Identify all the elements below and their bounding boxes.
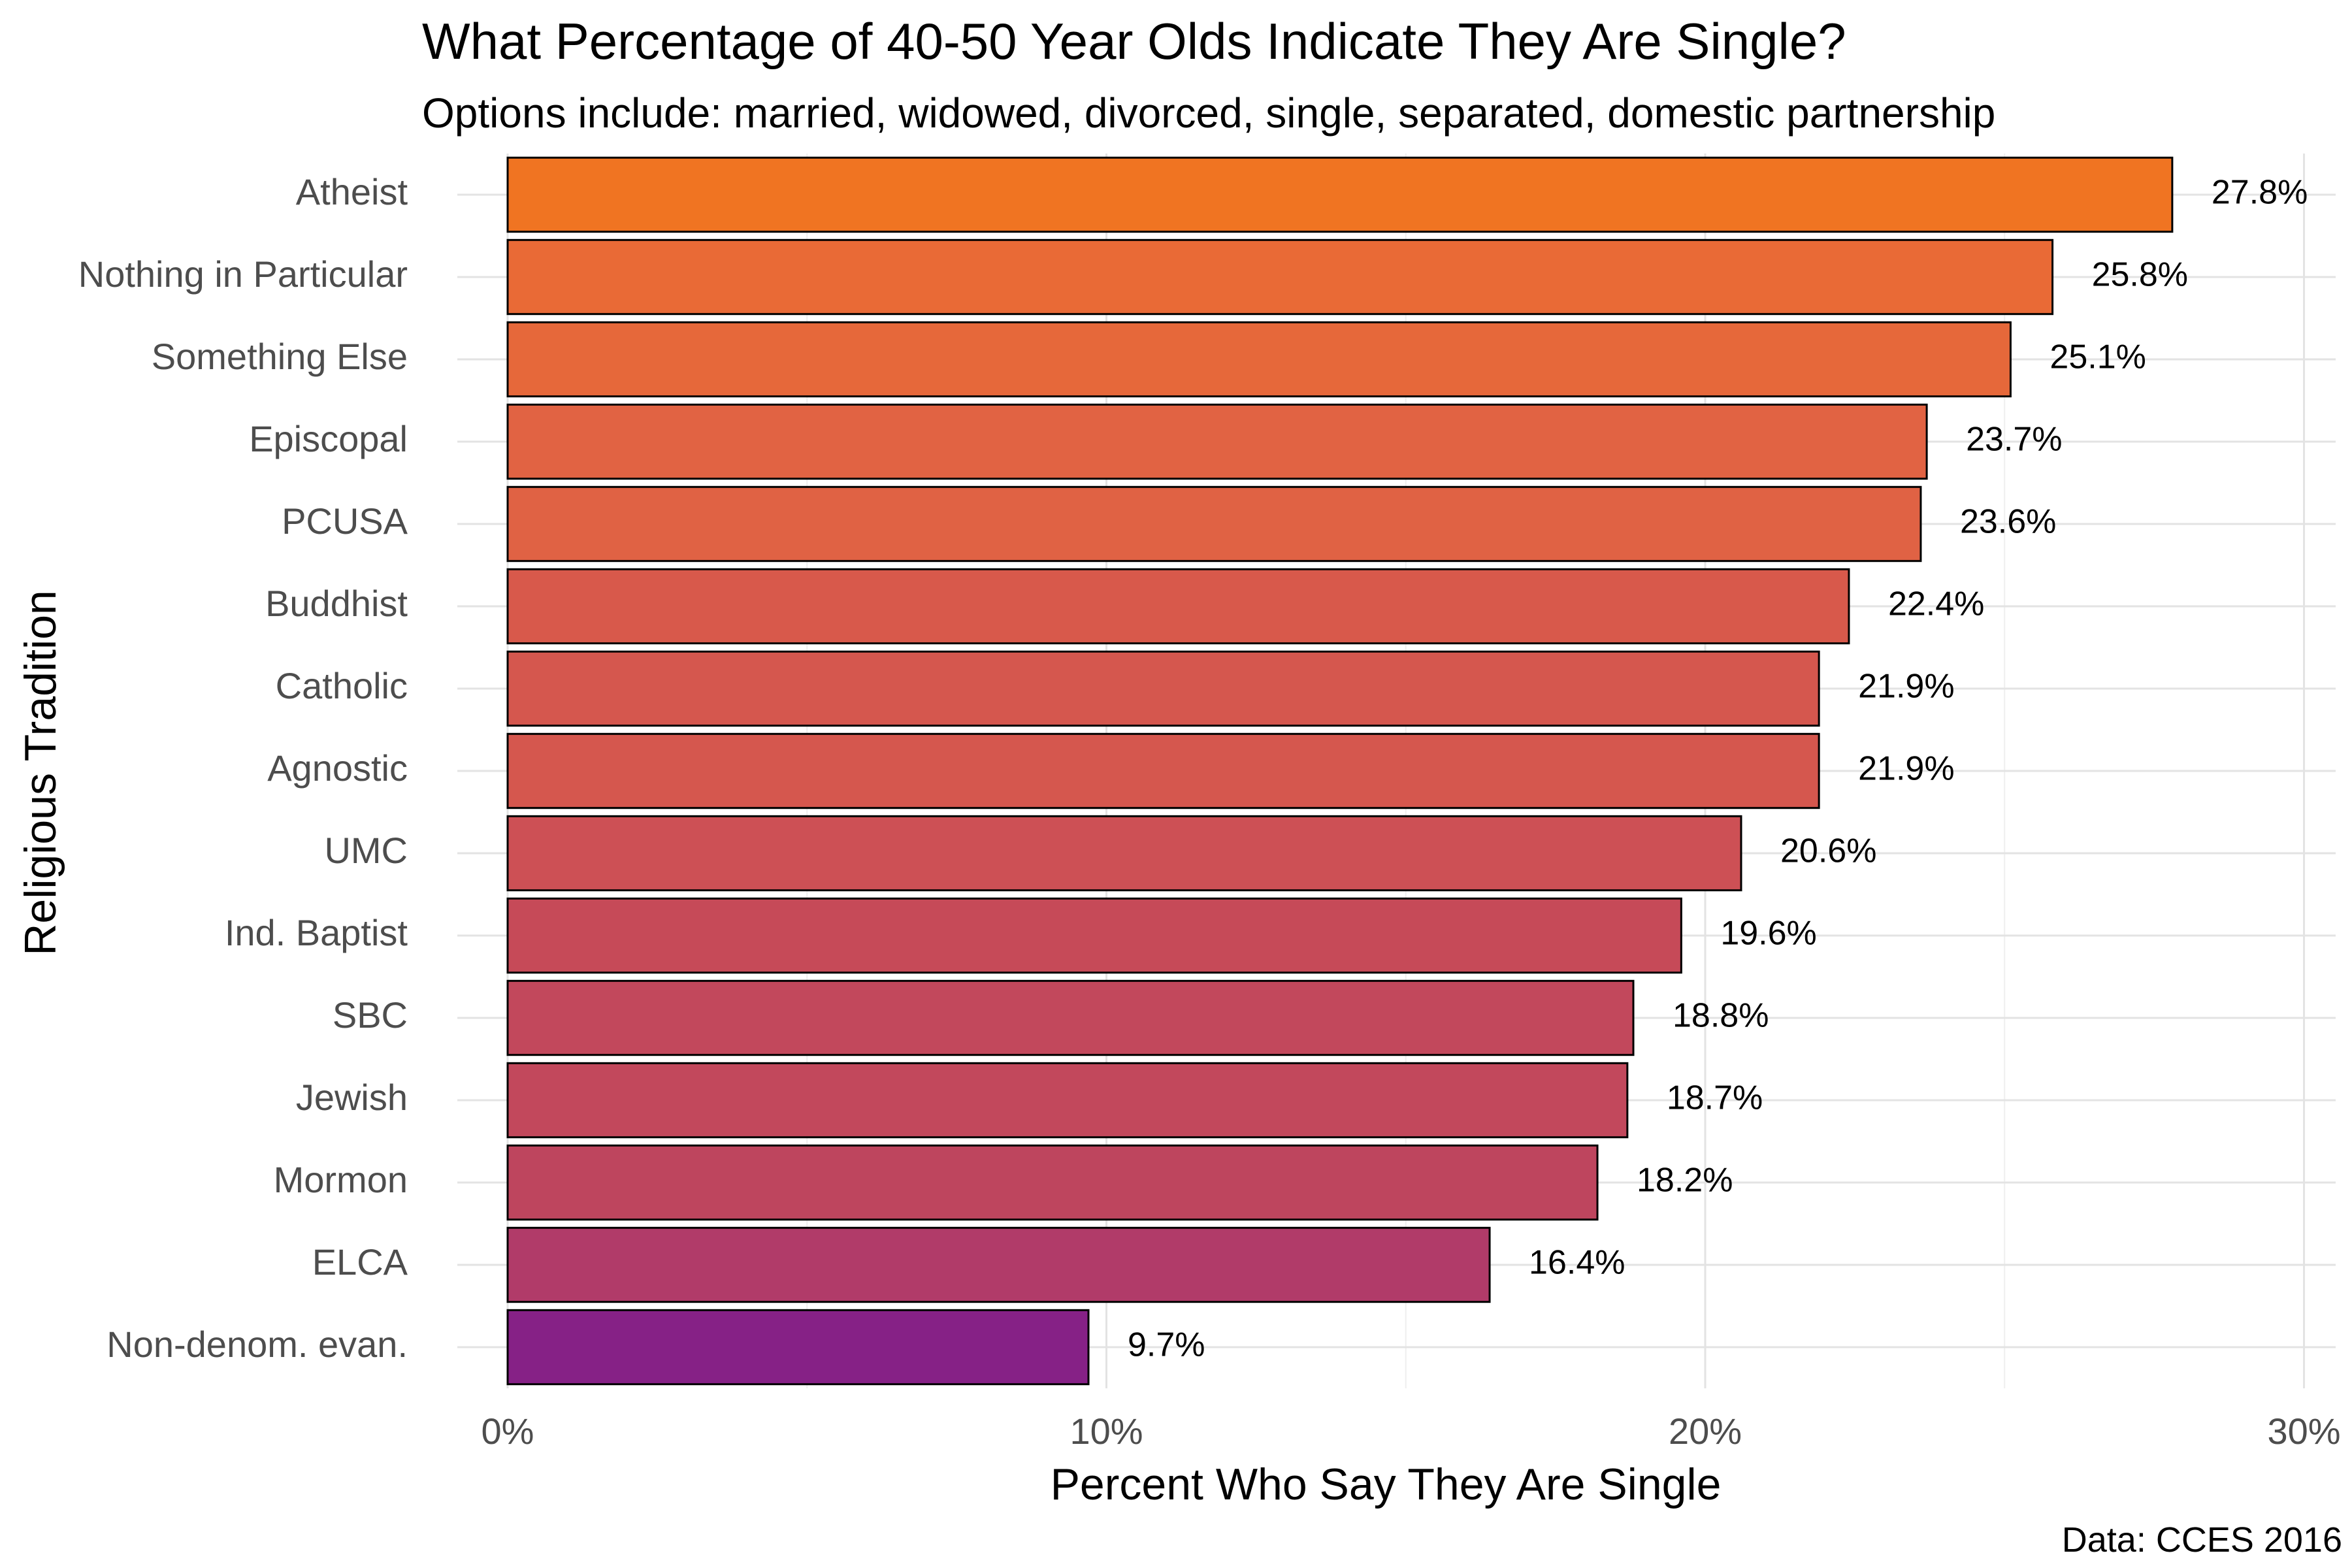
- x-tick-label: 20%: [1669, 1411, 1742, 1452]
- bar: [506, 568, 1850, 645]
- bar: [506, 238, 2054, 316]
- bar: [506, 1226, 1491, 1303]
- chart-subtitle: Options include: married, widowed, divor…: [422, 90, 1995, 137]
- category-label: Atheist: [296, 171, 408, 212]
- value-label: 21.9%: [1858, 668, 1954, 706]
- bar: [506, 732, 1820, 809]
- category-label: Ind. Baptist: [225, 912, 408, 953]
- bar: [506, 156, 2174, 233]
- value-label: 9.7%: [1128, 1326, 1205, 1364]
- value-label: 27.8%: [2212, 174, 2308, 212]
- labels: 0% 10% 20% 30% Atheist 27.8% Nothing in Partic…: [78, 171, 2341, 1452]
- category-label: Mormon: [274, 1159, 408, 1200]
- value-label: 23.7%: [1966, 421, 2062, 459]
- value-label: 22.4%: [1888, 585, 1984, 623]
- bar: [506, 1309, 1090, 1386]
- category-label: PCUSA: [282, 500, 408, 542]
- category-label: Episcopal: [249, 418, 408, 459]
- bar: [506, 1144, 1599, 1221]
- bar: [506, 403, 1928, 480]
- category-label: ELCA: [312, 1241, 408, 1282]
- category-label: Buddhist: [265, 583, 408, 624]
- bar: [506, 321, 2012, 398]
- value-label: 23.6%: [1960, 503, 2056, 541]
- category-label: Something Else: [152, 336, 408, 377]
- bars: [506, 156, 2174, 1386]
- value-label: 20.6%: [1780, 832, 1876, 870]
- x-tick-label: 0%: [482, 1411, 534, 1452]
- bar: [506, 979, 1635, 1056]
- category-label: Catholic: [276, 665, 408, 706]
- caption: Data: CCES 2016: [2062, 1520, 2342, 1560]
- value-label: 16.4%: [1529, 1244, 1625, 1282]
- value-label: 19.6%: [1720, 915, 1816, 953]
- value-label: 25.8%: [2092, 256, 2188, 294]
- value-label: 25.1%: [2050, 338, 2146, 376]
- bar: [506, 1062, 1629, 1139]
- bar: [506, 650, 1820, 727]
- value-label: 18.8%: [1673, 997, 1769, 1035]
- category-label: Jewish: [296, 1077, 408, 1118]
- bar: [506, 897, 1682, 974]
- x-tick-label: 10%: [1070, 1411, 1143, 1452]
- category-label: Non-denom. evan.: [106, 1324, 408, 1365]
- bar: [506, 815, 1742, 892]
- value-label: 18.7%: [1667, 1079, 1763, 1117]
- category-label: UMC: [324, 830, 408, 871]
- category-label: Agnostic: [267, 747, 408, 789]
- value-label: 18.2%: [1637, 1162, 1733, 1200]
- category-label: SBC: [333, 994, 408, 1036]
- y-axis-title: Religious Tradition: [16, 590, 65, 955]
- x-axis-title: Percent Who Say They Are Single: [1051, 1460, 1722, 1509]
- category-label: Nothing in Particular: [78, 253, 408, 295]
- value-label: 21.9%: [1858, 750, 1954, 788]
- chart-title: What Percentage of 40-50 Year Olds Indic…: [422, 12, 1846, 70]
- x-tick-label: 30%: [2267, 1411, 2340, 1452]
- bar: [506, 485, 1922, 563]
